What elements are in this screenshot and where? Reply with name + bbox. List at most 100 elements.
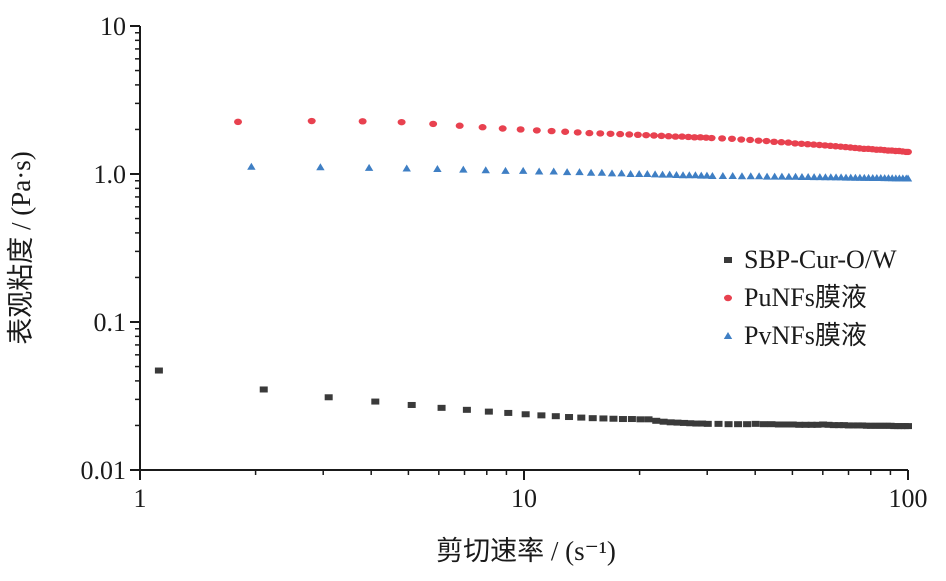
data-point	[839, 422, 848, 429]
data-point	[858, 422, 867, 429]
data-point	[707, 134, 716, 142]
data-point	[551, 413, 560, 420]
data-point	[734, 421, 743, 428]
data-point	[154, 367, 163, 374]
data-point	[588, 415, 597, 422]
data-point	[702, 171, 712, 179]
data-point	[871, 422, 880, 429]
ticks: 1 10 100 0.01 0.1 1.0 10	[81, 12, 928, 513]
data-point	[537, 412, 546, 419]
data-point	[774, 421, 783, 428]
data-point	[484, 408, 493, 415]
data-point	[636, 416, 645, 423]
data-point	[824, 421, 833, 428]
data-point	[696, 134, 705, 141]
data-point	[609, 415, 618, 422]
data-point	[516, 126, 525, 133]
data-point	[686, 420, 695, 427]
data-point	[575, 168, 584, 176]
data-point	[691, 171, 700, 179]
data-point	[625, 131, 634, 138]
data-point	[247, 162, 256, 170]
data-point	[714, 420, 723, 427]
data-point	[797, 172, 807, 180]
data-point	[652, 417, 661, 424]
data-point	[728, 171, 737, 179]
data-point	[718, 135, 727, 142]
data-point	[626, 170, 635, 177]
data-point	[737, 136, 746, 143]
data-point	[746, 172, 755, 180]
x-tick-label: 1	[134, 484, 147, 513]
data-point	[685, 171, 694, 179]
series-1	[154, 367, 912, 430]
data-point	[642, 131, 651, 139]
data-point	[849, 422, 858, 429]
data-point	[737, 172, 747, 180]
data-point	[791, 140, 800, 147]
x-axis-title: 剪切速率 / (s⁻¹)	[436, 536, 616, 566]
data-point	[724, 421, 733, 428]
data-point	[586, 168, 596, 176]
data-point	[862, 422, 871, 429]
data-point	[819, 421, 828, 428]
series-3	[247, 162, 913, 182]
data-point	[803, 140, 812, 148]
data-point	[690, 134, 699, 141]
data-point	[788, 421, 797, 428]
legend-item: PvNFs膜液	[723, 321, 867, 350]
data-point	[585, 129, 594, 137]
data-point	[678, 171, 688, 179]
y-axis-title: 表观粘度 / (Pa·s)	[6, 151, 36, 344]
legend-marker	[724, 257, 732, 263]
data-point	[633, 131, 642, 139]
data-point	[518, 166, 528, 174]
data-point	[562, 168, 572, 176]
data-point	[777, 139, 786, 146]
data-point	[678, 133, 687, 140]
legend-item: PuNFs膜液	[724, 283, 867, 312]
data-point	[904, 423, 912, 430]
data-point	[607, 169, 617, 177]
data-point	[478, 124, 487, 131]
data-point	[644, 416, 653, 423]
data-point	[791, 172, 800, 180]
data-point	[770, 172, 779, 180]
data-point	[596, 130, 605, 137]
data-point	[658, 170, 667, 178]
data-point	[534, 167, 544, 175]
data-point	[718, 171, 728, 179]
x-tick-label: 100	[889, 484, 928, 513]
data-point	[866, 422, 875, 429]
data-point	[767, 421, 776, 428]
data-point	[664, 133, 673, 140]
data-point	[577, 414, 586, 421]
data-point	[692, 420, 701, 427]
data-marks	[154, 117, 913, 430]
data-point	[364, 163, 374, 171]
data-point	[565, 414, 574, 421]
y-tick-label: 0.01	[81, 456, 127, 485]
data-point	[358, 118, 367, 125]
data-point	[815, 173, 825, 181]
data-point	[549, 167, 558, 175]
data-point	[834, 422, 843, 429]
data-point	[459, 165, 468, 173]
data-point	[781, 421, 790, 428]
data-point	[698, 420, 707, 427]
data-point	[599, 415, 608, 422]
data-point	[597, 168, 607, 176]
legend: SBP-Cur-O/W PuNFs膜液 PvNFs膜液	[723, 245, 897, 350]
data-point	[501, 166, 510, 174]
data-point	[650, 170, 660, 178]
data-point	[809, 173, 819, 181]
legend-label: PvNFs膜液	[744, 321, 867, 350]
y-tick-label: 0.1	[94, 308, 127, 337]
data-point	[429, 120, 438, 128]
data-point	[727, 135, 736, 142]
y-tick-label: 10	[100, 12, 126, 41]
data-point	[657, 132, 666, 140]
data-point	[617, 169, 626, 177]
data-point	[751, 420, 760, 427]
data-point	[462, 406, 471, 413]
